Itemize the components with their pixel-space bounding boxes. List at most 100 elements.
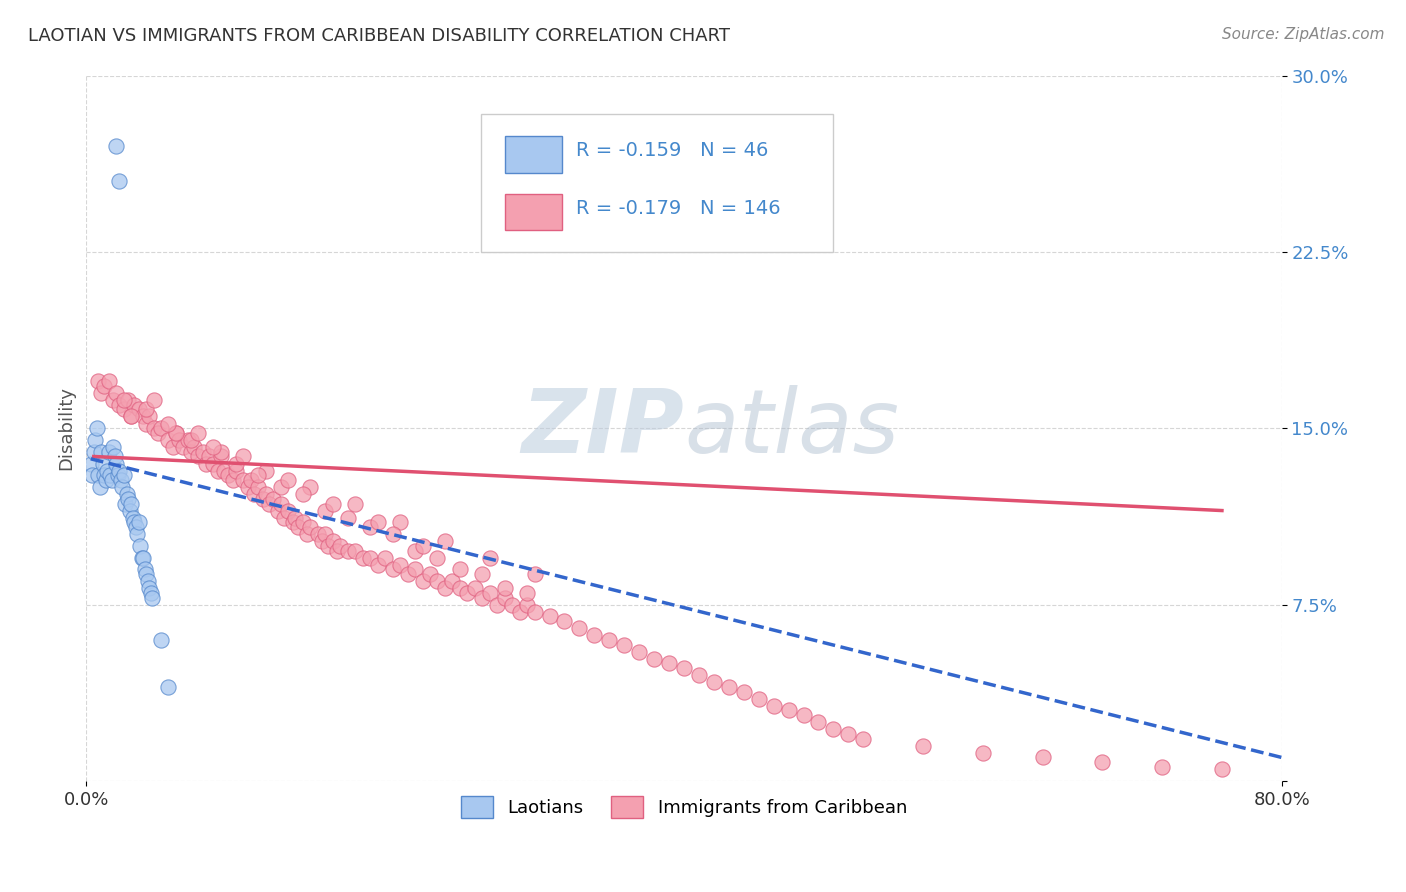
Point xyxy=(82,468,104,483)
Point xyxy=(553,614,575,628)
Point xyxy=(132,550,155,565)
Point xyxy=(225,457,247,471)
Bar xyxy=(505,194,562,230)
Point xyxy=(568,621,591,635)
Point xyxy=(277,503,299,517)
Point xyxy=(115,487,138,501)
Text: atlas: atlas xyxy=(683,385,898,471)
Point xyxy=(254,464,277,478)
Point xyxy=(404,543,426,558)
Point xyxy=(359,550,381,565)
Point xyxy=(778,703,800,717)
Point xyxy=(157,680,180,694)
Point xyxy=(291,487,314,501)
Point xyxy=(194,457,217,471)
Point xyxy=(150,421,173,435)
Point xyxy=(191,444,214,458)
Point xyxy=(162,440,184,454)
Point xyxy=(1032,750,1054,764)
Point xyxy=(172,440,194,454)
Point xyxy=(404,562,426,576)
Point xyxy=(150,632,173,647)
Point xyxy=(419,567,441,582)
Point xyxy=(367,516,389,530)
Point xyxy=(344,543,367,558)
Point xyxy=(157,417,180,431)
Point xyxy=(198,450,221,464)
Point xyxy=(613,638,636,652)
Point xyxy=(107,468,129,483)
Point xyxy=(322,496,344,510)
Point xyxy=(232,450,254,464)
Point xyxy=(117,392,139,407)
Point xyxy=(187,450,209,464)
Point xyxy=(257,496,280,510)
Point xyxy=(516,598,538,612)
Point xyxy=(1152,760,1174,774)
Point xyxy=(322,534,344,549)
Point xyxy=(254,487,277,501)
Point xyxy=(284,510,307,524)
Point xyxy=(352,550,374,565)
Point xyxy=(281,516,304,530)
Point xyxy=(122,398,145,412)
Point xyxy=(277,473,299,487)
Point xyxy=(807,715,830,730)
Point xyxy=(86,421,108,435)
Point xyxy=(672,661,695,675)
Point xyxy=(748,691,770,706)
Point xyxy=(135,402,157,417)
Point xyxy=(183,440,205,454)
Point xyxy=(108,174,131,188)
Point xyxy=(217,468,239,483)
Text: R = -0.179   N = 146: R = -0.179 N = 146 xyxy=(576,199,782,218)
Point xyxy=(426,550,449,565)
Point xyxy=(84,433,107,447)
Point xyxy=(91,457,114,471)
Point xyxy=(314,503,336,517)
Point xyxy=(318,539,340,553)
Point xyxy=(93,468,115,483)
Point xyxy=(389,558,412,572)
Point xyxy=(127,527,149,541)
Point xyxy=(396,567,419,582)
Point xyxy=(132,409,155,424)
Point xyxy=(266,503,288,517)
Point xyxy=(344,496,367,510)
Point xyxy=(852,731,875,746)
Point xyxy=(299,480,322,494)
Point xyxy=(501,598,523,612)
Point xyxy=(717,680,740,694)
Point xyxy=(643,651,665,665)
Point xyxy=(329,539,352,553)
Point xyxy=(87,468,110,483)
Point xyxy=(97,444,120,458)
Point xyxy=(523,567,546,582)
Point xyxy=(165,425,187,440)
Point xyxy=(141,591,163,605)
Point xyxy=(486,598,509,612)
Point xyxy=(793,708,815,723)
Point xyxy=(165,425,187,440)
Point xyxy=(114,496,136,510)
Point xyxy=(374,550,396,565)
Point xyxy=(273,510,295,524)
Point xyxy=(108,398,131,412)
Text: ZIP: ZIP xyxy=(522,384,683,472)
Point xyxy=(314,527,336,541)
Point xyxy=(494,591,516,605)
Text: R = -0.159   N = 46: R = -0.159 N = 46 xyxy=(576,141,769,161)
Point xyxy=(972,746,994,760)
Point xyxy=(326,543,349,558)
Point xyxy=(135,417,157,431)
Point xyxy=(912,739,935,753)
Point xyxy=(823,723,845,737)
Y-axis label: Disability: Disability xyxy=(58,386,75,470)
Point xyxy=(225,464,247,478)
Point xyxy=(112,468,135,483)
Point xyxy=(389,516,412,530)
Point xyxy=(177,433,200,447)
Point xyxy=(449,581,471,595)
Point xyxy=(426,574,449,588)
Text: LAOTIAN VS IMMIGRANTS FROM CARIBBEAN DISABILITY CORRELATION CHART: LAOTIAN VS IMMIGRANTS FROM CARIBBEAN DIS… xyxy=(28,27,730,45)
